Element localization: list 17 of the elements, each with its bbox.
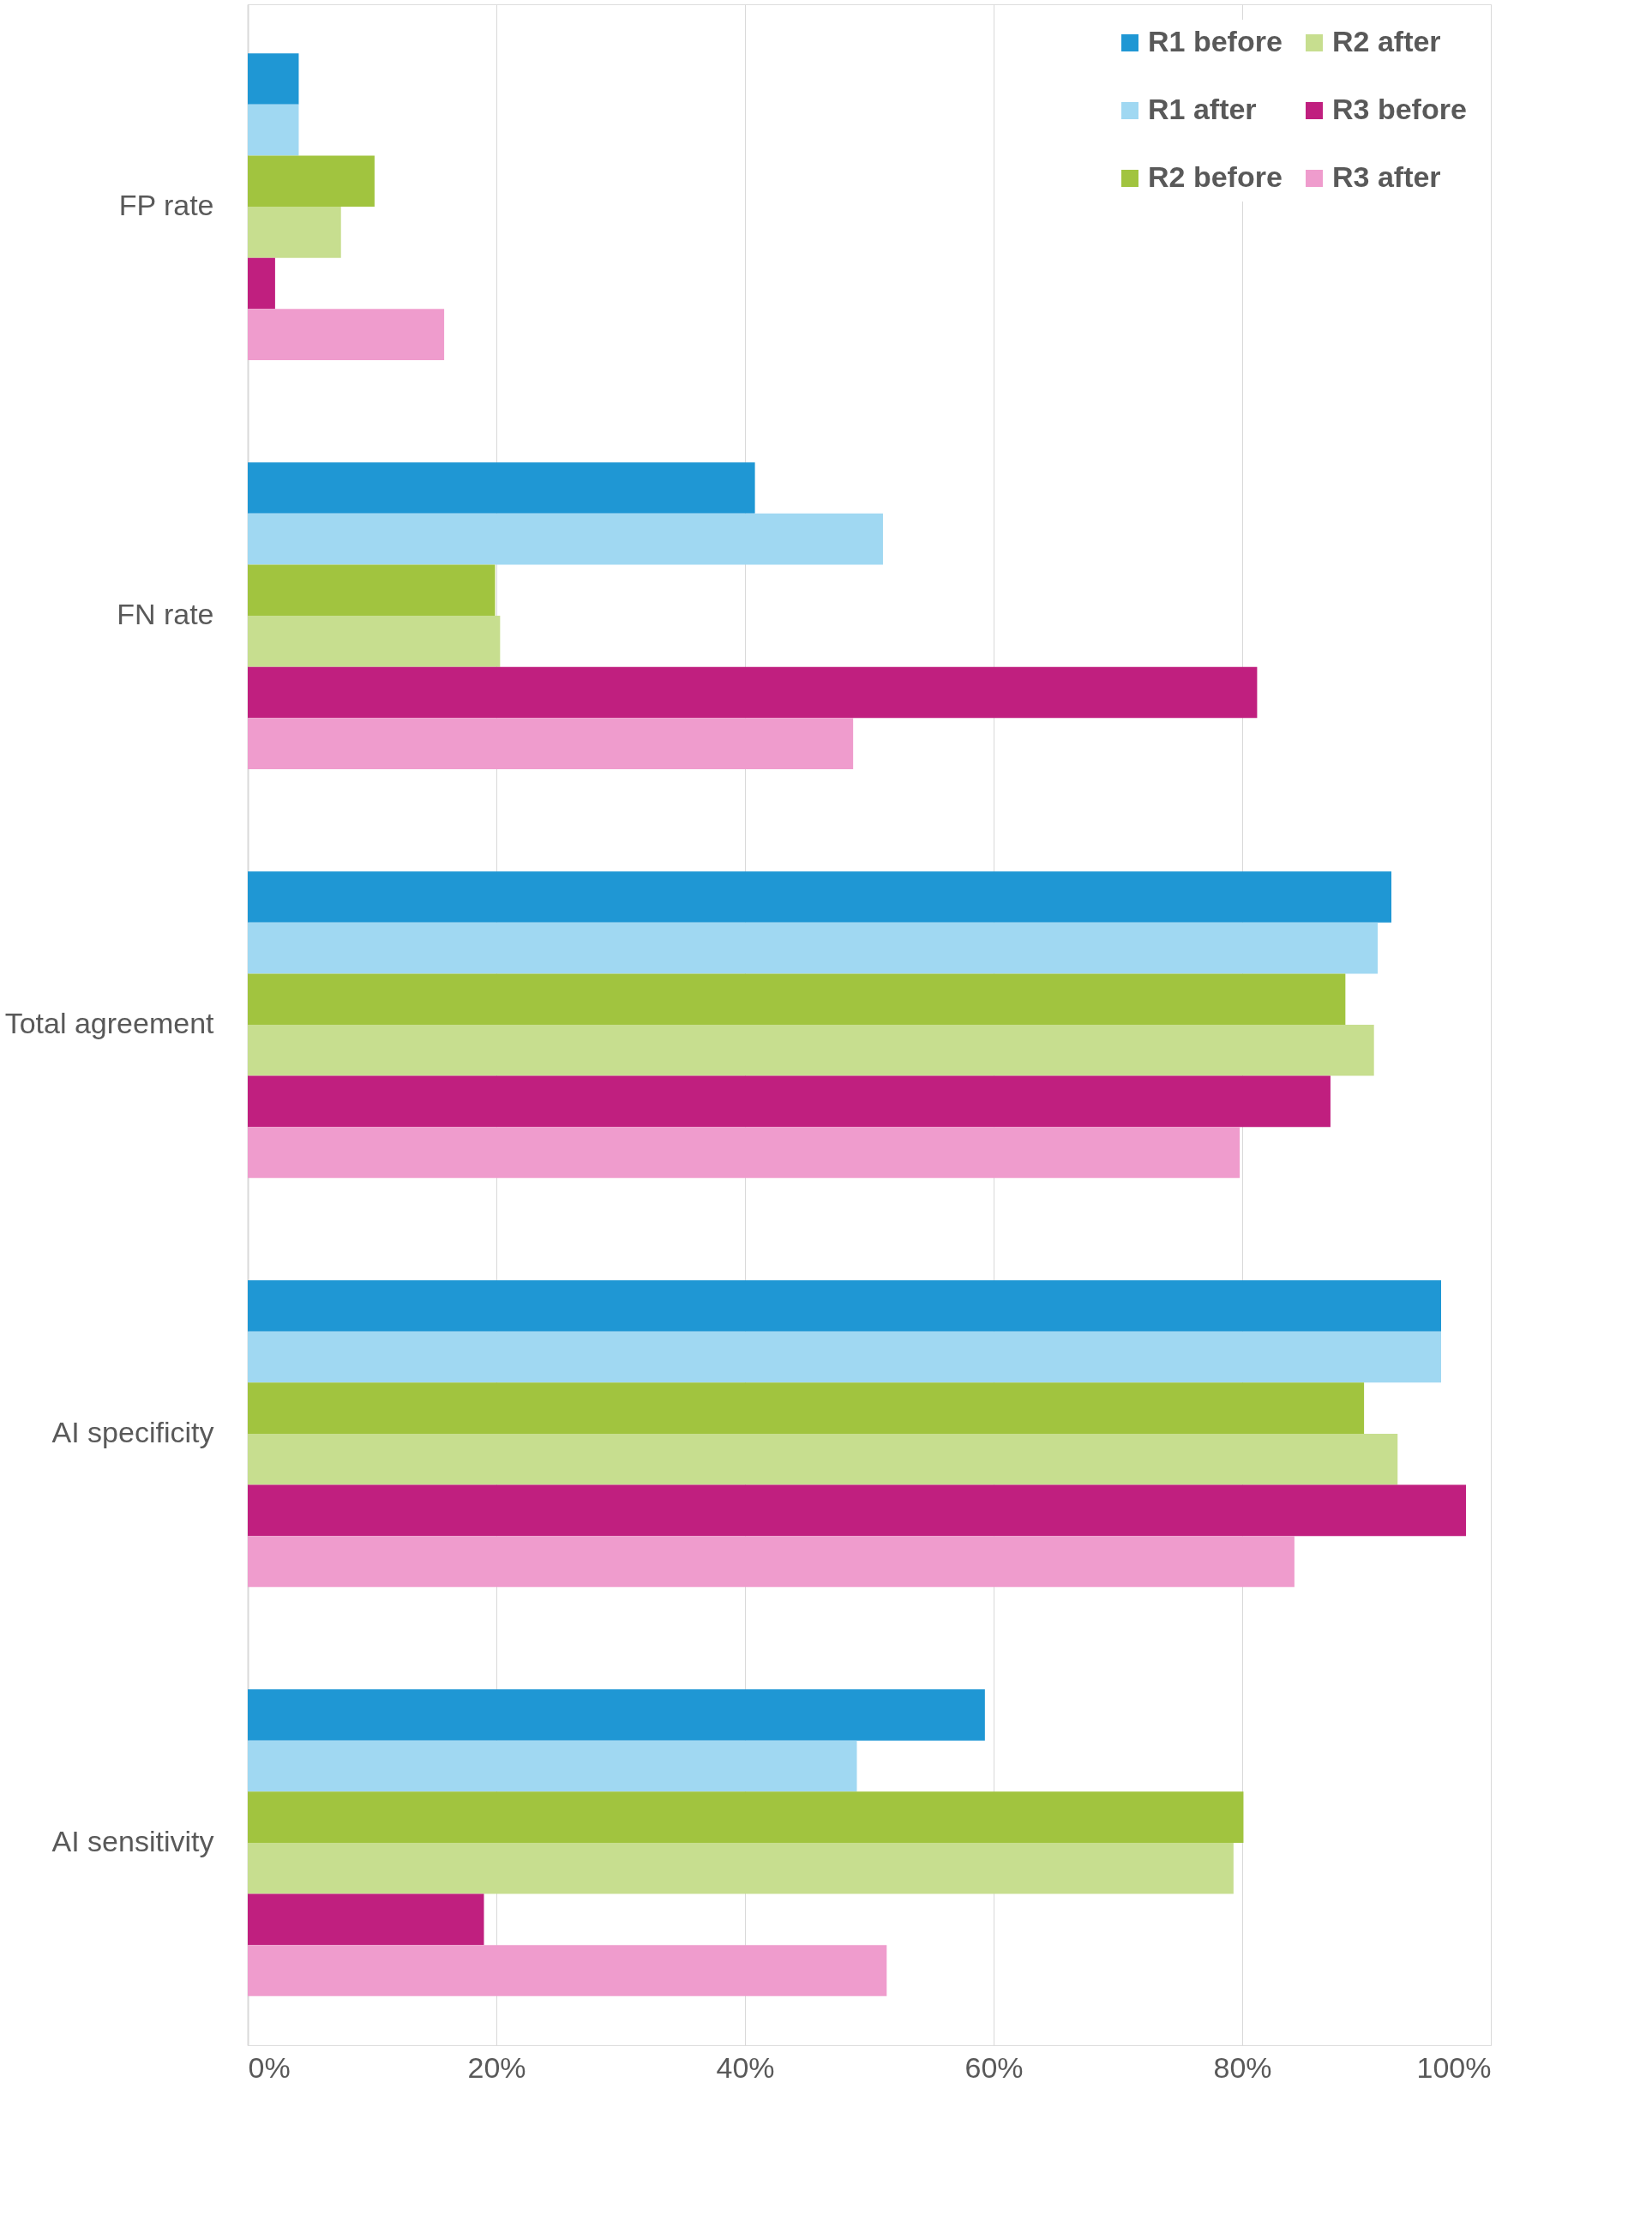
x-tick-label: 60%: [964, 2050, 1024, 2084]
x-tick-label: 100%: [1416, 2050, 1492, 2084]
x-tick-label: 20%: [467, 2050, 526, 2084]
legend-label: R1 before: [1148, 25, 1283, 57]
y-tick-label: FN rate: [117, 598, 214, 631]
legend-label: R2 before: [1148, 160, 1283, 193]
legend-label: R2 after: [1332, 25, 1441, 57]
y-tick-label: AI specificity: [51, 1415, 214, 1448]
y-tick-label: FP rate: [118, 189, 214, 222]
legend-label: R3 before: [1332, 93, 1467, 125]
legend-label: R1 after: [1148, 93, 1257, 125]
legend-label: R3 after: [1332, 160, 1441, 193]
y-tick-label: AI sensitivity: [51, 1824, 214, 1857]
x-tick-label: 40%: [716, 2050, 775, 2084]
y-tick-label: Total agreement: [4, 1007, 215, 1039]
x-tick-label: 0%: [248, 2050, 291, 2084]
x-tick-label: 80%: [1213, 2050, 1272, 2084]
